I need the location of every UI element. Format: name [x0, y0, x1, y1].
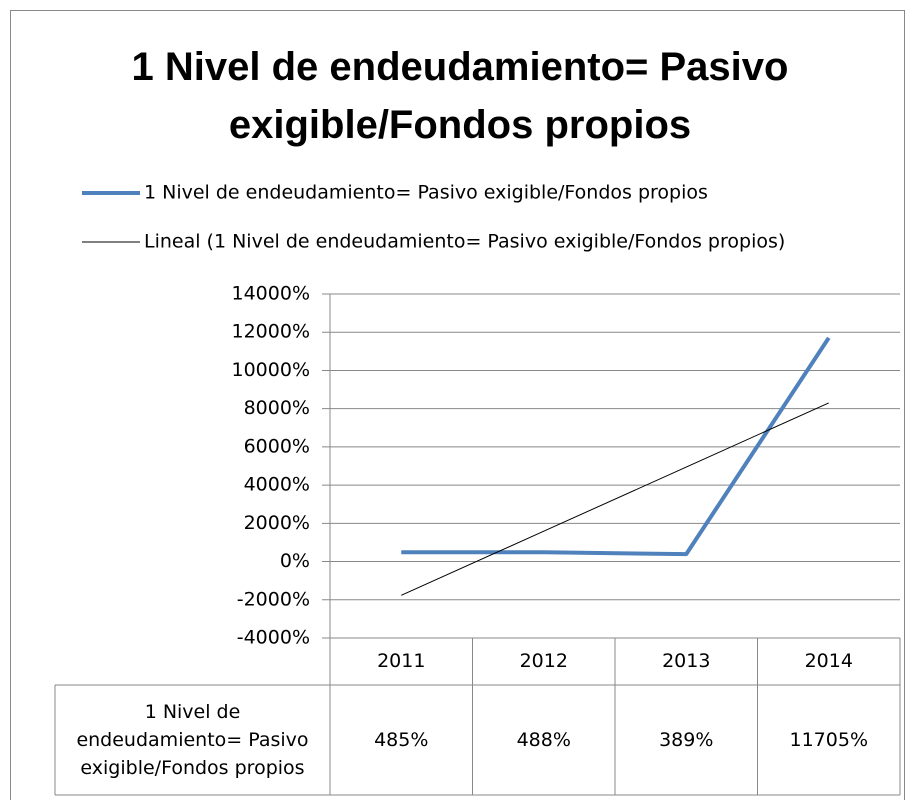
- x-tick-label: 2014: [805, 650, 853, 672]
- data-label: 488%: [516, 729, 571, 751]
- chart-title: 1 Nivel de endeudamiento= Pasivo exigibl…: [131, 45, 789, 147]
- y-tick-label: 2000%: [244, 512, 310, 534]
- y-tick-label: -2000%: [237, 588, 310, 610]
- series-line: [401, 336, 831, 557]
- legend-label: 1 Nivel de endeudamiento= Pasivo exigibl…: [144, 182, 708, 204]
- data-label: 389%: [659, 729, 714, 751]
- y-tick-label: 6000%: [244, 435, 310, 457]
- table-row-label: 1 Nivel de endeudamiento= Pasivo exigibl…: [76, 701, 309, 779]
- data-label: 485%: [374, 729, 429, 751]
- trend-line: [401, 402, 829, 596]
- x-tick-label: 2013: [662, 650, 710, 672]
- data-label: 11705%: [789, 729, 869, 751]
- x-tick-label: 2012: [520, 650, 568, 672]
- y-tick-label: 14000%: [232, 283, 311, 305]
- legend-label: Lineal (1 Nivel de endeudamiento= Pasivo…: [144, 231, 785, 253]
- chart-frame: [10, 10, 905, 800]
- x-tick-label: 2011: [377, 650, 425, 672]
- y-tick-label: -4000%: [237, 627, 310, 649]
- y-tick-label: 12000%: [232, 321, 311, 343]
- y-tick-label: 10000%: [232, 359, 311, 381]
- y-tick-label: 8000%: [244, 397, 310, 419]
- y-tick-label: 4000%: [244, 474, 310, 496]
- y-tick-label: 0%: [280, 550, 310, 572]
